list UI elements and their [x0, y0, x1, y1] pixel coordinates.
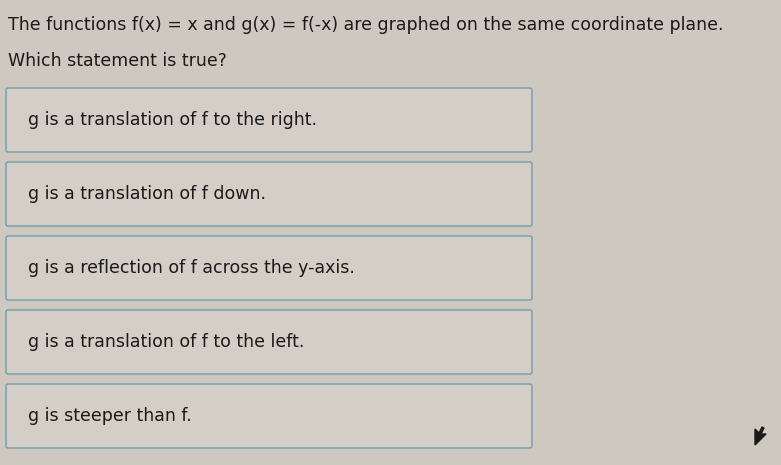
Text: Which statement is true?: Which statement is true? [8, 52, 226, 70]
FancyBboxPatch shape [6, 384, 532, 448]
Text: g is a translation of f to the right.: g is a translation of f to the right. [28, 111, 317, 129]
Polygon shape [755, 427, 766, 445]
FancyBboxPatch shape [6, 310, 532, 374]
Text: g is a reflection of f across the y-axis.: g is a reflection of f across the y-axis… [28, 259, 355, 277]
FancyBboxPatch shape [6, 162, 532, 226]
Text: g is a translation of f to the left.: g is a translation of f to the left. [28, 333, 305, 351]
Text: The functions f(x) = x and g(x) = f(-x) are graphed on the same coordinate plane: The functions f(x) = x and g(x) = f(-x) … [8, 16, 723, 34]
Text: g is steeper than f.: g is steeper than f. [28, 407, 192, 425]
Text: g is a translation of f down.: g is a translation of f down. [28, 185, 266, 203]
FancyBboxPatch shape [6, 236, 532, 300]
FancyBboxPatch shape [6, 88, 532, 152]
